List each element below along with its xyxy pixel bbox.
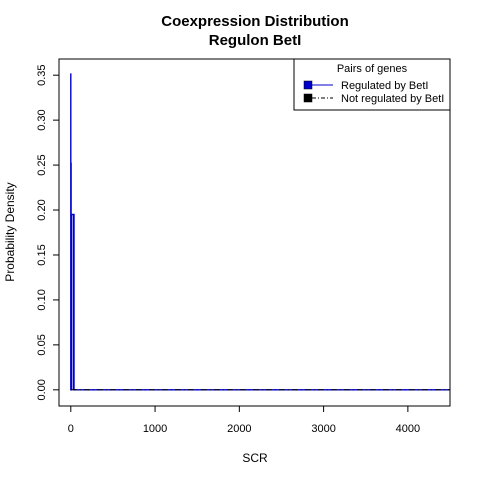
y-tick-label: 0.25: [36, 154, 48, 175]
legend-label-0: Regulated by BetI: [341, 80, 428, 92]
y-tick-label: 0.20: [36, 199, 48, 220]
series-line-0: [70, 73, 450, 391]
x-tick-label: 3000: [311, 423, 335, 435]
y-tick-label: 0.00: [36, 379, 48, 400]
x-tick-label: 2000: [227, 423, 251, 435]
legend-title: Pairs of genes: [337, 63, 408, 75]
y-tick-label: 0.35: [36, 64, 48, 85]
legend-swatch-1: [303, 93, 313, 103]
legend-label-1: Not regulated by BetI: [341, 93, 444, 105]
y-tick-label: 0.15: [36, 244, 48, 265]
y-axis-label: Probability Density: [3, 182, 17, 281]
data-layer: [70, 73, 450, 391]
x-tick-label: 1000: [143, 423, 167, 435]
chart-subtitle: Regulon BetI: [209, 32, 302, 49]
plot-frame: [58, 58, 451, 407]
x-axis: 0 1000 2000 3000 4000: [68, 405, 420, 435]
y-tick-label: 0.30: [36, 109, 48, 130]
y-tick-label: 0.05: [36, 334, 48, 355]
chart-title: Coexpression Distribution: [161, 13, 349, 30]
legend-swatch-0: [303, 80, 313, 90]
y-axis: 0.00 0.05 0.10 0.15 0.20 0.25 0.30 0.35: [36, 64, 60, 401]
x-tick-label: 0: [68, 423, 74, 435]
x-tick-label: 4000: [396, 423, 420, 435]
x-axis-label: SCR: [242, 451, 268, 465]
y-tick-label: 0.10: [36, 289, 48, 310]
